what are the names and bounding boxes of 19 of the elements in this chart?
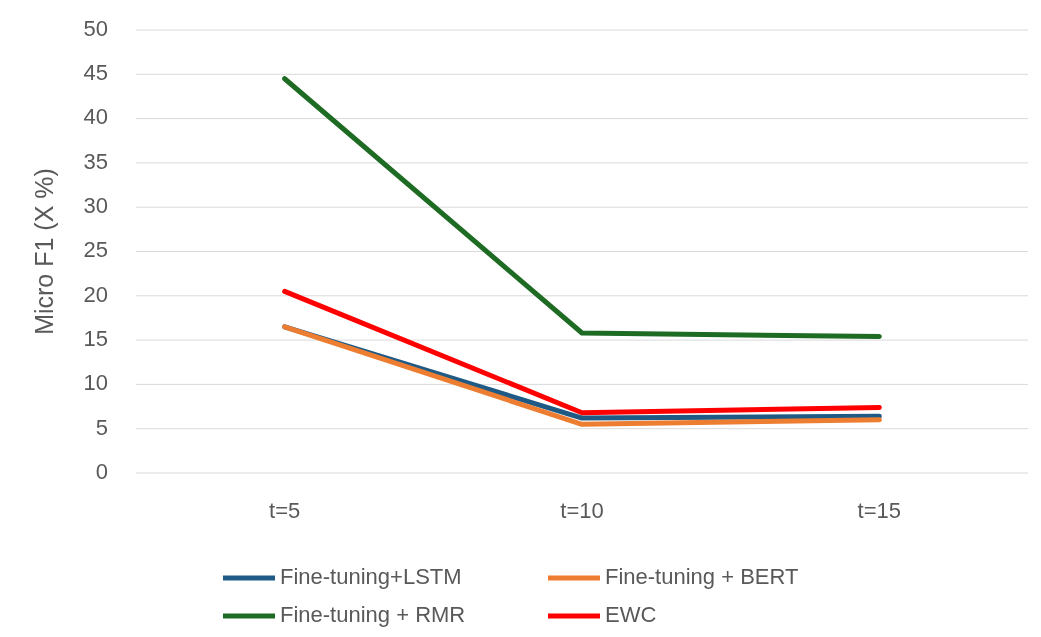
- x-tick-label: t=10: [560, 498, 604, 523]
- legend-label: Fine-tuning + RMR: [280, 601, 466, 627]
- legend-label: Fine-tuning + BERT: [605, 563, 799, 589]
- legend-label: Fine-tuning+LSTM: [280, 563, 462, 589]
- y-tick-label: 25: [83, 237, 108, 263]
- y-tick-label: 0: [95, 458, 108, 484]
- x-tick-label: t=15: [857, 498, 902, 523]
- y-tick-label: 50: [83, 15, 108, 41]
- y-tick-label: 15: [83, 325, 108, 351]
- y-tick-label: 35: [83, 148, 108, 174]
- y-tick-label: 40: [83, 104, 108, 130]
- y-axis-title: Micro F1 (X %): [30, 168, 58, 335]
- y-tick-label: 30: [83, 193, 108, 219]
- y-tick-label: 10: [83, 370, 108, 396]
- y-tick-label: 20: [83, 281, 108, 307]
- legend-label: EWC: [605, 601, 657, 627]
- x-tick-label: t=5: [269, 498, 301, 523]
- y-tick-label: 5: [95, 414, 108, 440]
- y-tick-label: 45: [83, 60, 108, 86]
